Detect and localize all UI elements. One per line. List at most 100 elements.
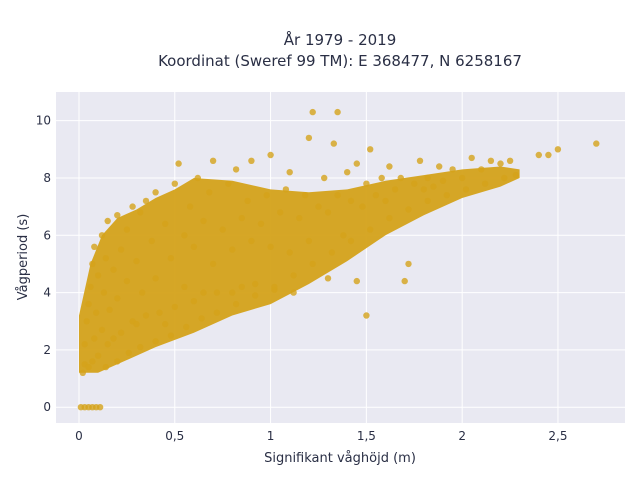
data-point — [98, 326, 106, 334]
data-point — [593, 140, 600, 147]
data-point — [267, 151, 274, 159]
data-point — [411, 180, 418, 187]
data-point — [430, 183, 437, 190]
data-point — [162, 320, 169, 328]
x-tick-label: 2 — [458, 429, 466, 443]
x-gridlines — [78, 92, 559, 423]
data-point — [301, 192, 309, 199]
data-point — [206, 189, 213, 196]
data-point — [359, 203, 366, 210]
point-band — [79, 166, 520, 373]
data-point — [309, 260, 316, 268]
data-point — [100, 289, 108, 296]
data-point — [328, 249, 336, 256]
data-point — [363, 312, 370, 319]
data-point — [263, 192, 270, 199]
data-point — [347, 237, 355, 245]
data-point — [133, 320, 140, 328]
data-point — [468, 154, 475, 162]
data-point — [238, 214, 245, 222]
data-point — [79, 369, 87, 376]
data-point — [367, 226, 374, 233]
data-point — [344, 169, 351, 176]
data-point — [142, 312, 150, 319]
data-point — [106, 306, 113, 313]
data-point — [501, 174, 508, 182]
data-point — [104, 217, 111, 225]
data-point — [156, 309, 163, 316]
data-point — [152, 189, 159, 196]
data-point — [420, 186, 427, 193]
data-point — [94, 352, 102, 359]
data-point — [87, 283, 94, 291]
data-point — [98, 232, 106, 239]
data-point — [436, 163, 443, 170]
data-point — [405, 260, 412, 268]
data-point — [183, 323, 190, 331]
data-point — [386, 163, 393, 170]
data-point — [481, 180, 489, 187]
data-point — [102, 363, 110, 371]
data-point — [190, 298, 198, 305]
data-point — [142, 197, 150, 205]
data-point — [439, 177, 447, 184]
data-point — [478, 166, 485, 173]
data-point — [401, 277, 408, 285]
data-point — [257, 220, 265, 227]
data-point — [89, 260, 96, 268]
data-point — [252, 292, 259, 299]
data-point — [290, 289, 297, 296]
data-point — [309, 108, 316, 116]
data-point — [443, 192, 450, 199]
data-point — [416, 157, 424, 164]
data-point — [123, 277, 131, 285]
data-point — [321, 174, 328, 182]
data-point — [152, 338, 159, 345]
data-point — [282, 186, 290, 193]
y-tick-label: 8 — [43, 171, 51, 185]
data-point — [114, 358, 121, 365]
data-point — [545, 151, 552, 159]
data-point — [305, 134, 313, 142]
data-point — [405, 206, 412, 213]
x-tick-label: 0,5 — [165, 429, 184, 443]
point-band — [79, 166, 520, 373]
data-point — [296, 214, 303, 222]
data-point — [91, 243, 98, 250]
data-point — [459, 174, 466, 182]
data-point — [209, 260, 217, 268]
data-point — [271, 283, 278, 291]
data-point — [462, 186, 470, 193]
data-point — [209, 157, 217, 164]
data-point — [305, 237, 313, 245]
data-point — [367, 146, 374, 153]
data-point — [186, 203, 194, 210]
data-point — [96, 404, 104, 411]
x-tick-label: 1,5 — [357, 429, 376, 443]
data-point — [200, 217, 207, 225]
y-tick-label: 10 — [36, 114, 51, 128]
data-point — [487, 157, 495, 164]
data-point — [244, 197, 251, 205]
data-point — [102, 255, 110, 262]
data-point — [225, 180, 232, 187]
x-tick-label: 2,5 — [548, 429, 567, 443]
data-point — [190, 243, 198, 250]
data-point — [129, 203, 136, 210]
data-point — [248, 237, 255, 245]
data-point — [286, 249, 293, 256]
data-point — [152, 275, 159, 282]
data-point — [171, 303, 178, 311]
data-point — [219, 226, 226, 233]
data-point — [286, 169, 293, 176]
data-point — [171, 180, 178, 187]
data-point — [290, 272, 297, 279]
data-point — [200, 289, 207, 296]
data-point — [334, 192, 341, 199]
data-point — [167, 332, 175, 339]
data-point — [229, 289, 236, 296]
data-point — [91, 335, 98, 342]
data-point — [85, 363, 92, 371]
data-point — [252, 280, 259, 288]
